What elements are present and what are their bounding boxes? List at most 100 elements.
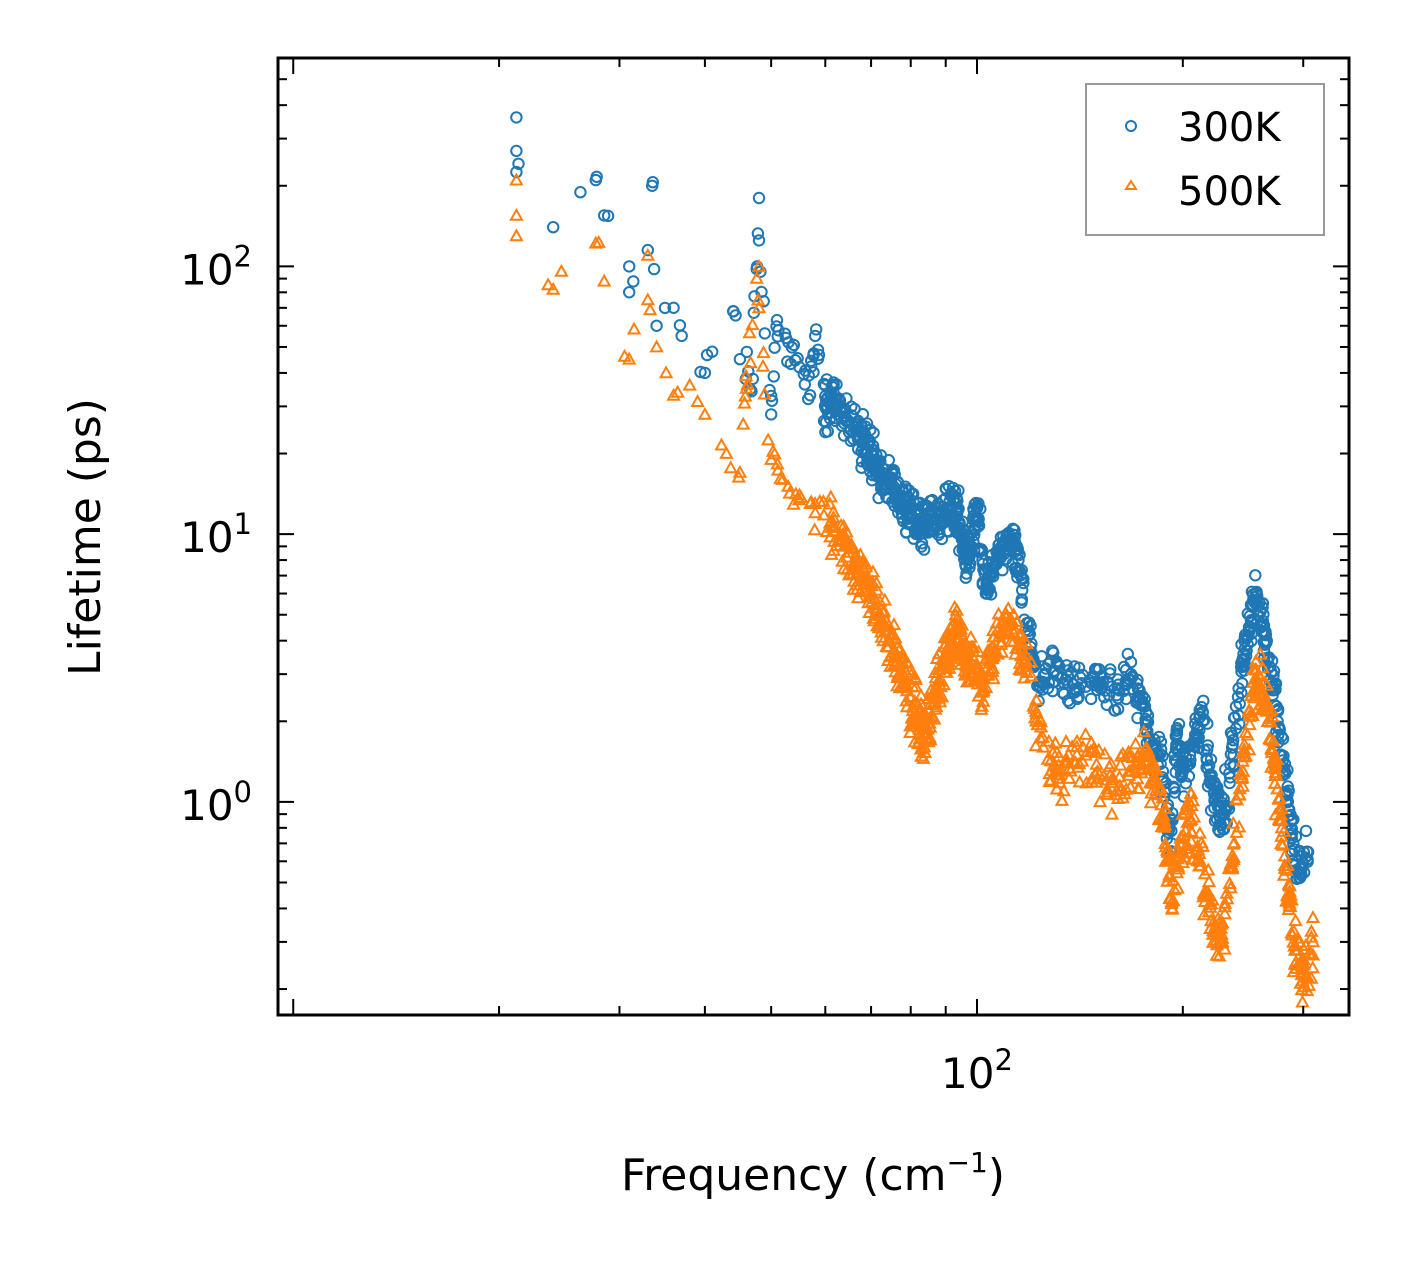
marker-point — [658, 365, 674, 379]
marker-point — [934, 689, 950, 703]
marker-point — [1112, 769, 1127, 783]
marker-point — [844, 537, 859, 551]
marker-point — [1170, 724, 1184, 737]
marker-point — [852, 553, 867, 567]
marker-point — [888, 630, 903, 644]
marker-point — [950, 493, 963, 506]
marker-point — [1235, 778, 1250, 792]
marker-point — [1014, 569, 1027, 582]
marker-point — [963, 551, 976, 564]
marker-point — [1237, 647, 1250, 661]
marker-point — [1248, 653, 1264, 667]
marker-point — [907, 734, 922, 748]
marker-point — [1245, 634, 1258, 648]
legend: 300K 500K — [1085, 83, 1325, 236]
marker-point — [640, 292, 655, 306]
marker-point — [926, 493, 939, 507]
marker-point — [1175, 836, 1190, 850]
marker-point — [1198, 713, 1211, 727]
marker-point — [1219, 885, 1234, 899]
marker-point — [896, 649, 911, 663]
marker-point — [770, 462, 786, 476]
marker-point — [547, 221, 560, 234]
x-tick-label: 102 — [941, 1043, 1013, 1098]
marker-point — [1084, 692, 1098, 706]
y-tick-label: 102 — [180, 239, 252, 294]
marker-point — [1305, 947, 1321, 961]
marker-point — [760, 432, 776, 446]
marker-point — [1149, 762, 1164, 776]
marker-point — [509, 228, 524, 242]
marker-point — [617, 348, 632, 362]
marker-point — [770, 456, 785, 470]
marker-point — [1147, 760, 1162, 774]
marker-point — [1212, 948, 1227, 962]
marker-point — [1204, 896, 1219, 910]
marker-point — [768, 341, 781, 354]
marker-point — [1029, 692, 1044, 706]
marker-point — [972, 513, 985, 526]
marker-point — [1209, 937, 1225, 951]
marker-point — [963, 556, 976, 570]
marker-point — [963, 629, 978, 643]
marker-point — [1242, 717, 1257, 731]
marker-point — [1263, 714, 1279, 728]
marker-point — [1102, 759, 1117, 773]
marker-point — [1237, 745, 1252, 759]
marker-point — [890, 678, 905, 692]
marker-point — [1026, 698, 1041, 712]
marker-point — [1165, 872, 1181, 886]
marker-point — [1080, 744, 1095, 757]
marker-point — [802, 392, 815, 406]
marker-point — [736, 416, 751, 430]
marker-point — [1201, 874, 1217, 888]
marker-point — [1305, 910, 1321, 923]
marker-point — [1009, 529, 1022, 542]
marker-point — [1233, 717, 1246, 731]
marker-point — [1215, 930, 1230, 944]
marker-point — [1136, 724, 1151, 738]
marker-point — [1190, 732, 1203, 745]
marker-point — [1113, 757, 1128, 771]
marker-point — [1205, 768, 1218, 782]
marker-point — [1200, 754, 1214, 767]
marker-point — [939, 664, 954, 678]
marker-point — [974, 698, 990, 712]
marker-point — [729, 309, 742, 322]
marker-point — [936, 677, 951, 691]
marker-point — [1141, 709, 1155, 722]
marker-point — [818, 399, 832, 413]
marker-point — [1072, 690, 1085, 704]
marker-point — [996, 612, 1011, 626]
marker-point — [989, 615, 1004, 629]
marker-point — [938, 659, 954, 673]
marker-point — [1149, 776, 1165, 790]
marker-point — [1227, 758, 1241, 771]
marker-point — [964, 655, 979, 669]
marker-point — [1232, 781, 1247, 795]
marker-point — [1100, 786, 1115, 800]
marker-point — [858, 556, 873, 570]
marker-point — [1260, 636, 1273, 649]
marker-point — [509, 172, 524, 186]
marker-point — [974, 664, 989, 678]
marker-point — [1205, 934, 1221, 948]
marker-point — [892, 669, 907, 683]
marker-point — [1041, 733, 1057, 747]
marker-point — [773, 471, 788, 485]
marker-point — [1265, 654, 1279, 667]
marker-point — [903, 662, 919, 676]
marker-point — [1183, 757, 1197, 771]
marker-point — [1165, 901, 1180, 915]
marker-point — [1157, 816, 1172, 830]
marker-point — [839, 530, 854, 544]
marker-point — [1246, 662, 1261, 675]
marker-point — [1071, 756, 1087, 770]
marker-point — [1015, 593, 1029, 606]
marker-point — [1042, 774, 1057, 787]
marker-point — [823, 529, 838, 543]
marker-point — [732, 464, 748, 478]
marker-point — [890, 640, 905, 653]
marker-point — [1226, 738, 1239, 751]
marker-point — [931, 646, 947, 660]
